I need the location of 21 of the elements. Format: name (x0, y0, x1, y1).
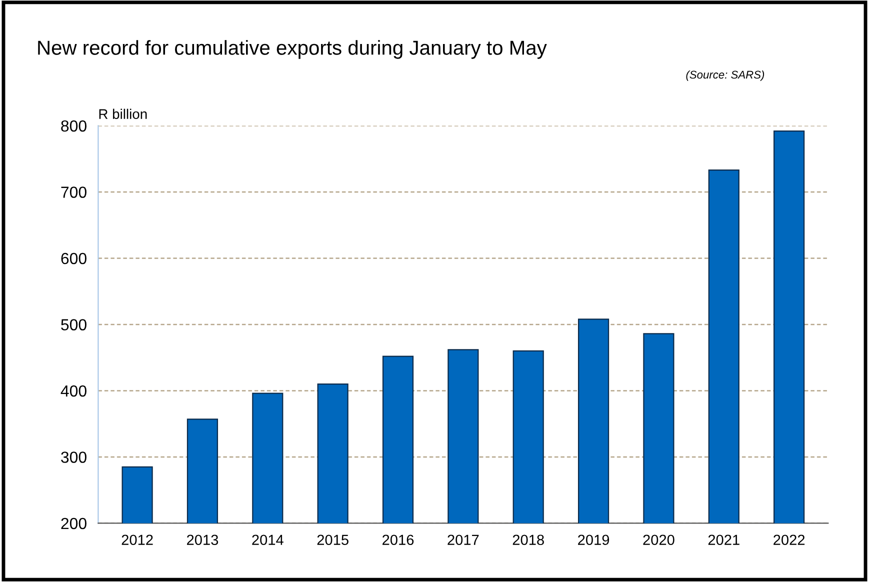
x-tick-label: 2014 (252, 534, 284, 546)
y-tick-label: 800 (61, 120, 86, 132)
y-tick-label: 600 (61, 252, 86, 264)
x-tick-label: 2015 (317, 534, 348, 546)
x-tick-label: 2012 (122, 534, 153, 546)
y-tick-label: 700 (61, 186, 86, 198)
text: (Source: SARS) (686, 70, 764, 81)
x-tick-label: 2017 (448, 534, 479, 546)
y-tick-label: 300 (61, 452, 86, 463)
y-axis-title: R billion (99, 108, 147, 119)
x-tick-label: 2022 (774, 534, 805, 546)
x-tick-label: 2021 (708, 534, 740, 546)
chart-title: New record for cumulative exports during January to May (38, 40, 547, 59)
y-tick-label: 400 (60, 385, 86, 397)
y-tick-label: 200 (61, 518, 86, 530)
x-tick-label: 2013 (186, 534, 218, 546)
x-tick-label: 2019 (578, 534, 610, 546)
x-tick-label: 2016 (382, 534, 414, 546)
x-tick-label: 2018 (512, 534, 544, 546)
x-tick-label: 2020 (643, 534, 674, 546)
y-tick-label: 500 (61, 319, 86, 330)
